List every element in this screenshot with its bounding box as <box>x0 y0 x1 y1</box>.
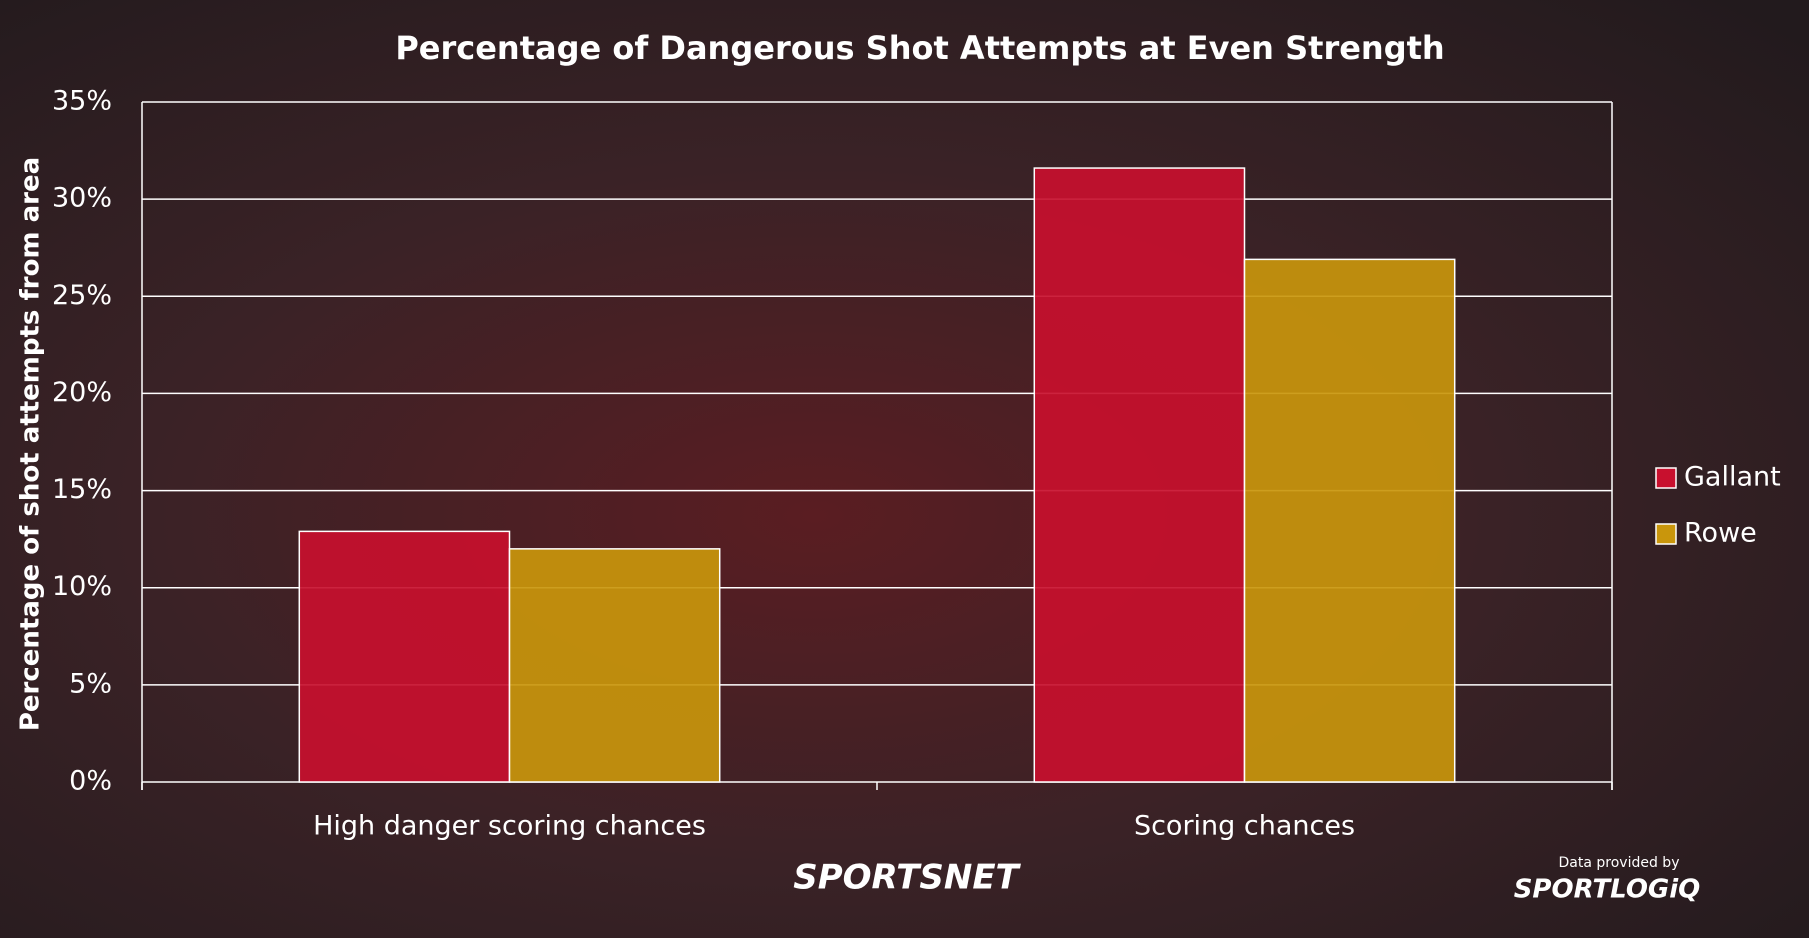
y-tick-label: 0% <box>69 766 112 797</box>
source-label: Data provided by <box>1559 855 1680 871</box>
bar <box>1243 258 1456 783</box>
x-tick-label: High danger scoring chances <box>313 811 706 842</box>
x-tick-label: Scoring chances <box>1134 811 1355 842</box>
y-tick-label: 10% <box>52 571 112 602</box>
legend-label: Gallant <box>1684 462 1781 493</box>
y-tick-label: 20% <box>52 377 112 408</box>
bar <box>298 530 511 783</box>
bar <box>1033 167 1246 783</box>
y-tick-label: 35% <box>52 86 112 117</box>
y-axis-label: Percentage of shot attempts from area <box>16 157 46 731</box>
legend-swatch <box>1655 523 1677 545</box>
chart-title: Percentage of Dangerous Shot Attempts at… <box>395 29 1444 67</box>
y-tick-label: 15% <box>52 474 112 505</box>
logo: SPORTSNET <box>793 858 1021 898</box>
y-tick-label: 25% <box>52 280 112 311</box>
y-tick-label: 5% <box>69 668 112 699</box>
logo: SPORTLOGiQ <box>1514 875 1701 905</box>
bar <box>508 548 721 783</box>
legend-swatch <box>1655 467 1677 489</box>
legend-label: Rowe <box>1684 518 1757 549</box>
y-tick-label: 30% <box>52 183 112 214</box>
